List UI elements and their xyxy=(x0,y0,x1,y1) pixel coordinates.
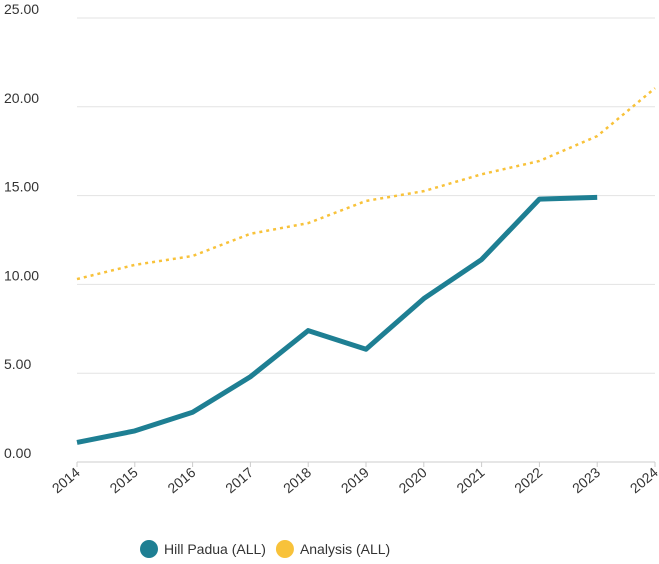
x-tick-label: 2019 xyxy=(338,464,372,496)
y-tick-label: 20.00 xyxy=(4,90,39,106)
x-tick-label: 2024 xyxy=(627,464,659,496)
x-tick-label: 2023 xyxy=(569,464,603,496)
series-line xyxy=(76,194,598,445)
x-tick-label: 2018 xyxy=(280,464,314,496)
series-line xyxy=(76,87,656,281)
x-tick-label: 2022 xyxy=(511,464,545,496)
y-tick-label: 15.00 xyxy=(4,179,39,195)
y-tick-label: 0.00 xyxy=(4,445,31,461)
y-tick-label: 10.00 xyxy=(4,267,39,283)
legend-label: Hill Padua (ALL) xyxy=(164,541,266,557)
y-tick-label: 25.00 xyxy=(4,1,39,17)
legend-marker xyxy=(140,540,158,558)
x-tick-label: 2014 xyxy=(49,464,83,496)
x-tick-label: 2020 xyxy=(396,464,430,496)
x-tick-label: 2016 xyxy=(164,464,198,496)
x-tick-label: 2017 xyxy=(222,464,256,496)
y-tick-label: 5.00 xyxy=(4,356,31,372)
x-tick-label: 2015 xyxy=(107,464,141,496)
legend-label: Analysis (ALL) xyxy=(300,541,390,557)
x-tick-label: 2021 xyxy=(453,464,487,496)
legend-marker xyxy=(275,540,294,558)
legend: Hill Padua (ALL) Analysis (ALL) xyxy=(140,540,390,558)
